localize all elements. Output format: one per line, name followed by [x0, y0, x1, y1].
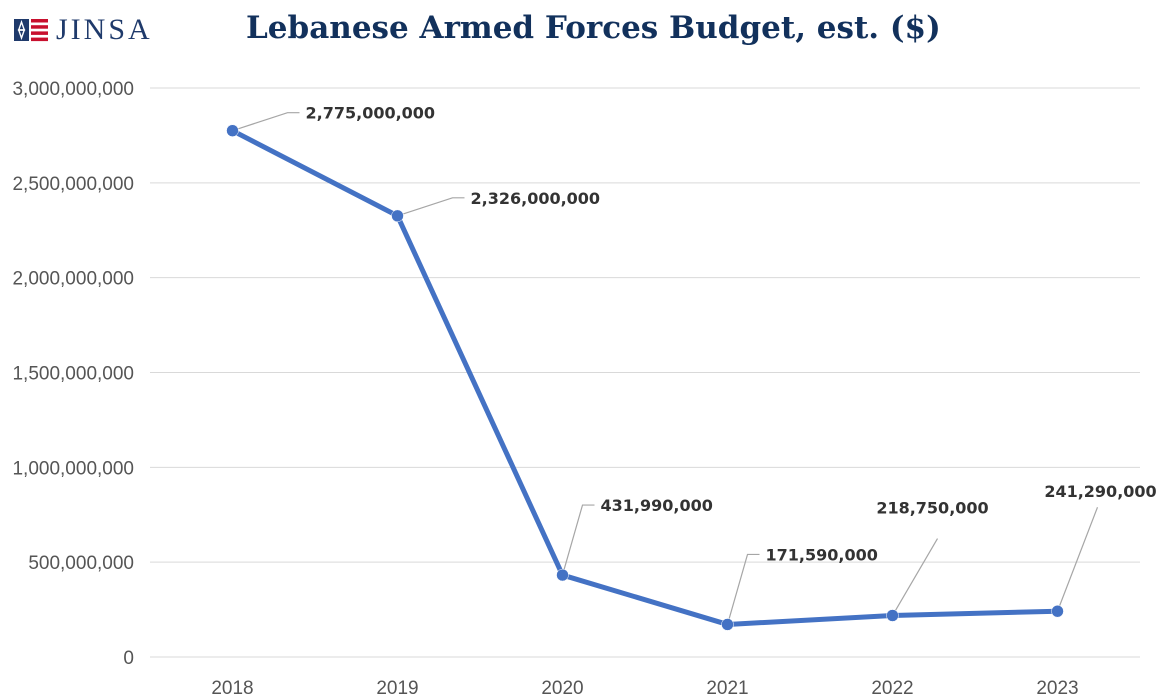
logo-text: JINSA [56, 13, 153, 46]
jinsa-flag-star-logo [14, 18, 48, 42]
series-line [230, 128, 1060, 627]
data-point [721, 618, 734, 631]
data-point [556, 568, 569, 582]
y-tick-label: 1,500,000,000 [12, 364, 134, 385]
leader-line [397, 197, 465, 217]
data-labels: 2,775,000,000 2,326,000,000 431,990,000 171… [306, 104, 1157, 565]
leader-line [726, 553, 760, 625]
gridlines [150, 87, 1140, 658]
data-label: 2,326,000,000 [471, 189, 601, 208]
data-label: 431,990,000 [601, 496, 713, 515]
data-label-leader-lines [232, 112, 1099, 625]
data-point [226, 124, 239, 137]
y-tick-label: 2,500,000,000 [12, 174, 134, 195]
leader-line [891, 538, 939, 616]
y-tick-label: 500,000,000 [28, 553, 134, 574]
data-points [226, 124, 1064, 631]
chart-title: Lebanese Armed Forces Budget, est. ($) [246, 10, 941, 46]
y-tick-label: 2,000,000,000 [12, 269, 134, 290]
data-point [886, 609, 899, 622]
y-tick-label: 0 [123, 648, 134, 669]
x-tick-label: 2018 [211, 678, 253, 699]
data-label: 171,590,000 [766, 545, 878, 564]
x-tick-label: 2023 [1036, 678, 1078, 699]
x-tick-label: 2019 [376, 678, 418, 699]
data-point [391, 209, 404, 223]
x-axis-tick-labels: 2018 2019 2020 2021 2022 2023 [211, 678, 1078, 699]
x-tick-label: 2022 [871, 678, 913, 699]
x-tick-label: 2020 [541, 678, 583, 699]
data-point [1051, 604, 1064, 618]
data-label: 218,750,000 [876, 499, 988, 518]
y-tick-label: 3,000,000,000 [12, 79, 134, 100]
data-label: 2,775,000,000 [306, 104, 436, 123]
series-line-path [230, 128, 1060, 627]
leader-line [1056, 507, 1099, 612]
x-tick-label: 2021 [706, 678, 748, 699]
leader-line [561, 504, 595, 576]
data-label: 241,290,000 [1044, 482, 1156, 501]
y-tick-label: 1,000,000,000 [12, 458, 134, 479]
y-axis-tick-labels: 0 500,000,000 1,000,000,000 1,500,000,000 2,… [12, 79, 134, 669]
jinsa-logo: JINSA [14, 10, 153, 50]
leader-line [232, 112, 300, 132]
